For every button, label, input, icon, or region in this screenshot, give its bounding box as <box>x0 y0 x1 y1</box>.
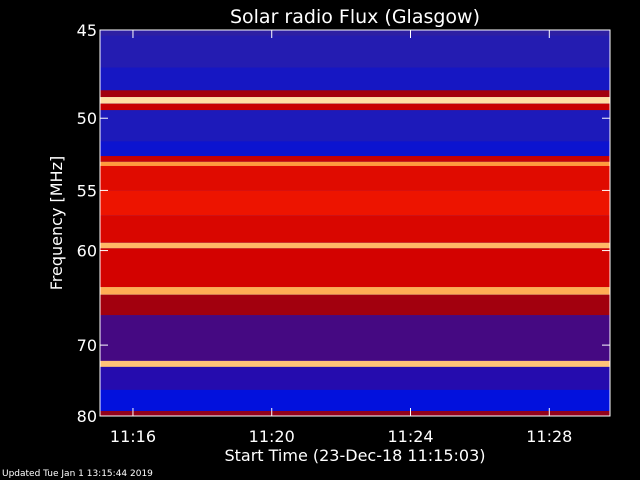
spectrogram-band <box>100 366 610 390</box>
y-axis-label: Frequency [MHz] <box>47 156 66 290</box>
spectrogram-band <box>100 110 610 142</box>
spectrogram-band <box>100 294 610 316</box>
spectrogram-band <box>100 30 610 36</box>
spectrogram-band <box>100 141 610 157</box>
y-tick-label: 50 <box>77 109 97 128</box>
spectrogram-band <box>100 165 610 191</box>
spectrogram-band <box>100 360 610 367</box>
x-axis-label: Start Time (23-Dec-18 11:15:03) <box>224 446 485 465</box>
spectrogram-band <box>100 315 610 361</box>
y-tick-label: 70 <box>77 336 97 355</box>
x-tick-label: 11:28 <box>526 427 572 446</box>
y-tick-label: 80 <box>77 407 97 426</box>
spectrogram-band <box>100 161 610 166</box>
spectrogram-band <box>100 248 610 288</box>
x-tick-label: 11:24 <box>387 427 433 446</box>
spectrogram-band <box>100 67 610 91</box>
x-tick-label: 11:20 <box>249 427 295 446</box>
spectrogram-band <box>100 90 610 98</box>
y-tick-label: 45 <box>77 21 97 40</box>
y-tick-label: 60 <box>77 242 97 261</box>
spectrogram-band <box>100 410 610 416</box>
spectrogram-band <box>100 287 610 295</box>
plot-frame <box>99 29 611 417</box>
y-tick-label: 55 <box>77 181 97 200</box>
spectrogram-band <box>100 97 610 104</box>
spectrogram-band <box>100 190 610 216</box>
spectrogram-band <box>100 103 610 111</box>
chart-title: Solar radio Flux (Glasgow) <box>230 6 480 28</box>
x-tick-label: 11:16 <box>110 427 156 446</box>
spectrogram-band <box>100 242 610 249</box>
spectrogram-band <box>100 156 610 162</box>
spectrogram-band <box>100 215 610 243</box>
axes: 45 50 55 60 70 80 11:16 11:20 11:24 11:28 <box>77 21 610 446</box>
updated-timestamp: Updated Tue Jan 1 13:15:44 2019 <box>2 469 153 479</box>
spectrogram-band <box>100 389 610 411</box>
spectrogram-band <box>100 35 610 68</box>
plot-area <box>100 30 610 416</box>
